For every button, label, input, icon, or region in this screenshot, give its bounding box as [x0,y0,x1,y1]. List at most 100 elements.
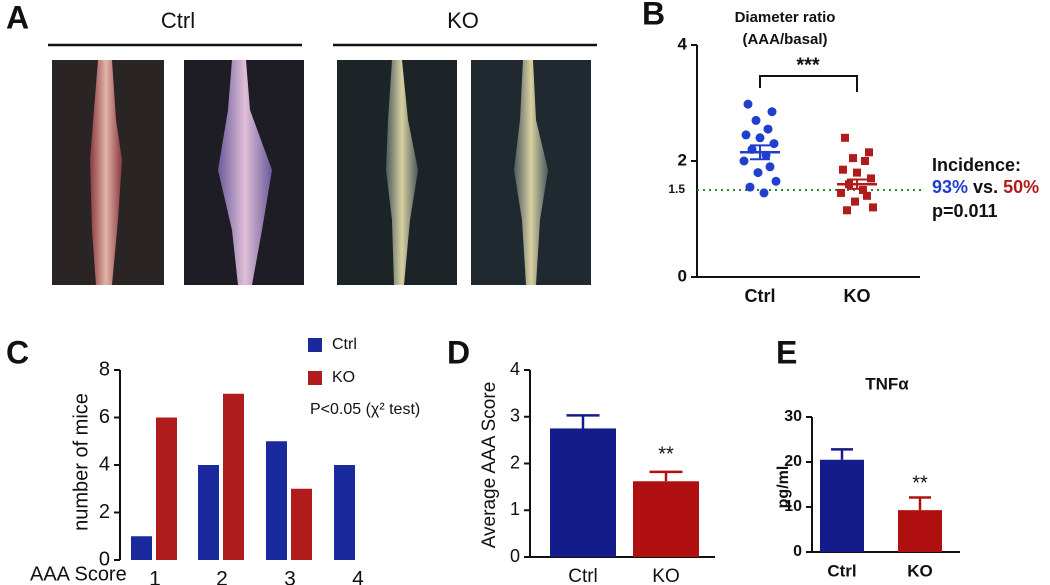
data-point [837,188,845,197]
data-point [849,154,857,163]
bar [550,428,616,557]
incidence-values: 93% vs. 50% [932,177,1039,197]
panel-label: A [6,0,29,35]
data-point [755,133,765,143]
annotation: ** [912,472,928,494]
y-tick-label: 0 [510,546,520,566]
x-tick-label: KO [844,286,871,306]
y-tick-label: 4 [99,453,110,475]
data-point [853,168,861,177]
y-tick-label: 2 [510,452,520,472]
incidence-ko: 50% [1003,177,1039,197]
data-point [753,168,763,178]
photo [337,60,457,285]
annotation: P<0.05 (χ² test) [310,401,420,418]
group-label: Ctrl [161,8,195,33]
bar [131,536,152,560]
y-tick-label: 8 [99,358,110,380]
data-point [861,157,869,165]
data-point [865,148,873,157]
y-tick-label: 6 [99,406,110,428]
x-tick-label: 2 [216,568,228,585]
photo [52,60,164,285]
legend-label: Ctrl [332,336,357,353]
error-bar [566,414,600,429]
y-tick-label: 2 [678,150,687,169]
panel-label: B [642,0,665,31]
data-point [743,99,753,109]
panel-label: C [6,334,29,370]
x-tick-label: Ctrl [745,286,776,306]
data-point [759,188,769,198]
data-point [771,176,781,186]
error-bar [649,470,683,482]
data-point [769,139,779,149]
incidence-ctrl: 93% [932,177,968,197]
p-value: p=0.011 [932,201,998,221]
bar [820,459,864,552]
annotation: ** [658,443,674,465]
error-bar [909,496,931,511]
y-axis-label: number of mice [70,393,92,531]
data-point [859,186,867,194]
bar [198,465,219,560]
y-tick-label: 20 [784,453,802,470]
significance-bracket [759,75,858,92]
photo [184,60,304,285]
data-point [741,130,751,140]
y-tick-label: 30 [784,408,802,425]
y-tick-label: 4 [678,34,688,53]
legend-label: KO [332,369,355,386]
incidence-sep: vs. [973,177,998,197]
x-tick-label: Ctrl [827,561,856,580]
data-point [869,203,877,212]
x-tick-label: 1 [149,568,161,585]
data-point [863,191,871,200]
y-tick-label: 1 [510,499,520,519]
data-point [739,156,749,166]
y-tick-label: 2 [99,501,110,523]
bar [898,510,942,552]
data-point [745,182,755,192]
sem-bar [750,144,770,161]
data-point [839,165,847,174]
x-tick-label: KO [907,561,933,580]
chart-subtitle: (AAA/basal) [742,31,827,48]
y-axis-label: Average AAA Score [479,382,500,549]
data-point [851,197,859,206]
annotation: *** [796,54,820,76]
x-tick-label: 3 [284,568,296,585]
x-tick-label: Ctrl [568,566,598,585]
y-tick-label: 3 [510,406,520,426]
legend-swatch [308,338,322,352]
data-point [765,162,775,172]
y-axis-label: pg/ml [775,466,792,509]
panel-label: E [776,334,797,370]
y-tick-label: 0 [678,266,687,285]
group-label: KO [447,8,479,33]
error-bar [831,448,853,460]
incidence-label: Incidence: [932,155,1021,175]
data-point [841,133,849,142]
y-tick-label: 0 [99,548,110,570]
y-tick-label: 10 [784,498,802,515]
bar [266,441,287,560]
panel-label: D [447,334,470,370]
bar [633,481,699,557]
data-point [763,124,773,134]
threshold-label: 1.5 [668,182,685,196]
x-axis-label: AAA Score [30,563,127,585]
chart-title: TNFα [865,374,909,393]
bar [223,393,244,560]
bar [334,465,355,560]
photo [471,60,591,285]
legend-swatch [308,371,322,385]
chart-title: Diameter ratio [735,9,836,26]
y-tick-label: 0 [793,543,802,560]
data-point [767,107,777,117]
x-tick-label: KO [652,566,679,585]
bar [156,417,177,560]
data-point [843,206,851,215]
data-point [751,115,761,125]
